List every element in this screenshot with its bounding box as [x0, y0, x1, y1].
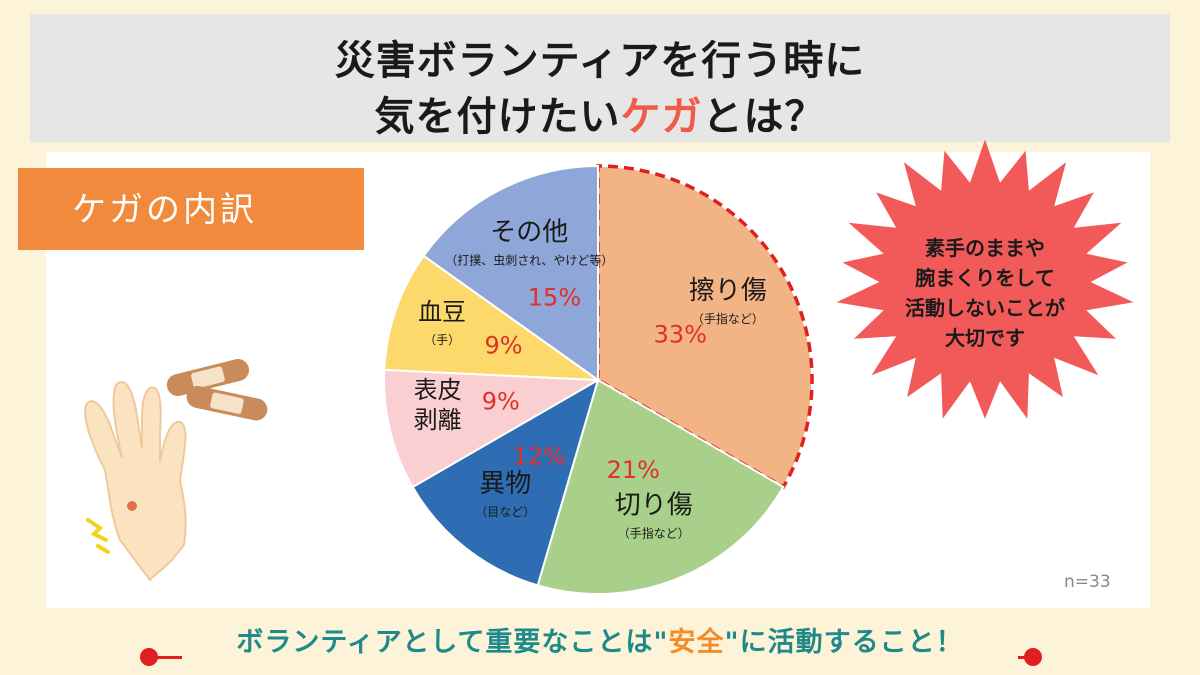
- title-accent: ケガ: [620, 94, 703, 140]
- title-line-2: 気を付けたいケガとは？: [30, 84, 1170, 142]
- slice-category-label: その他: [490, 218, 568, 248]
- pie-slices: [383, 164, 814, 595]
- bottom-message: ボランティアとして重要なことは"安全"に活動すること！: [182, 620, 1018, 659]
- slice-category-label: 切り傷: [615, 490, 693, 520]
- callout-line-3: 活動しないことが: [905, 296, 1065, 320]
- starburst-shape: [836, 139, 1134, 419]
- slice-percent-label: 12%: [513, 443, 566, 471]
- slice-category-label: 剥離: [414, 406, 462, 434]
- slice-category-label: 異物: [479, 469, 531, 499]
- slice-category-label: 血豆: [418, 298, 466, 326]
- slice-percent-label: 21%: [607, 456, 660, 484]
- title-line-2-post: とは？: [702, 94, 826, 140]
- bottom-message-pre: ボランティアとして重要なことは": [236, 627, 669, 658]
- callout-line-2: 腕まくりをして: [915, 266, 1055, 290]
- divider-dot-left: [140, 648, 158, 666]
- slice-category-label: 表皮: [414, 376, 462, 404]
- slice-percent-label: 33%: [654, 321, 707, 349]
- slice-percent-label: 15%: [528, 284, 581, 312]
- hand-icon: [84, 381, 187, 582]
- slice-category-label: 擦り傷: [689, 276, 767, 306]
- callout-line-1: 素手のままや: [925, 236, 1045, 260]
- bandage-icon: [166, 359, 250, 397]
- slice-sub-label: （打撲、虫刺され、やけど等）: [445, 253, 613, 268]
- category-tag-label: ケガの内訳: [72, 190, 257, 230]
- divider-dot-right: [1024, 648, 1042, 666]
- title-line-1: 災害ボランティアを行う時に: [334, 38, 866, 84]
- highlight-outline: [596, 164, 814, 490]
- bottom-message-accent: 安全: [668, 627, 725, 658]
- pie-slice: [383, 254, 602, 382]
- callout-line-4: 大切です: [945, 326, 1025, 350]
- bandage-icon: [186, 385, 268, 421]
- slice-sub-label: （手指など）: [692, 311, 764, 326]
- title-banner: 災害ボランティアを行う時に 気を付けたいケガとは？: [30, 14, 1170, 142]
- slice-sub-label: （目など）: [475, 505, 535, 519]
- pie-slice: [422, 164, 599, 382]
- pie-slice: [536, 378, 785, 595]
- bottom-message-post: "に活動すること！: [724, 627, 964, 658]
- pain-spark-icon: [86, 518, 110, 554]
- pie-slice: [411, 377, 600, 587]
- slice-percent-label: 9%: [484, 331, 522, 359]
- slice-percent-label: 9%: [482, 388, 520, 416]
- slice-sub-label: （手）: [424, 333, 460, 347]
- category-tag: [18, 168, 364, 250]
- slice-sub-label: （手指など）: [618, 525, 690, 540]
- pie-slice: [383, 368, 602, 489]
- title-line-2-pre: 気を付けたい: [374, 94, 621, 140]
- pie-labels: 擦り傷（手指など）33%切り傷（手指など）21%異物（目など）12%表皮剥離9%…: [414, 218, 767, 541]
- sample-size-label: n=33: [1064, 572, 1111, 592]
- bottom-message-box: [182, 618, 1018, 662]
